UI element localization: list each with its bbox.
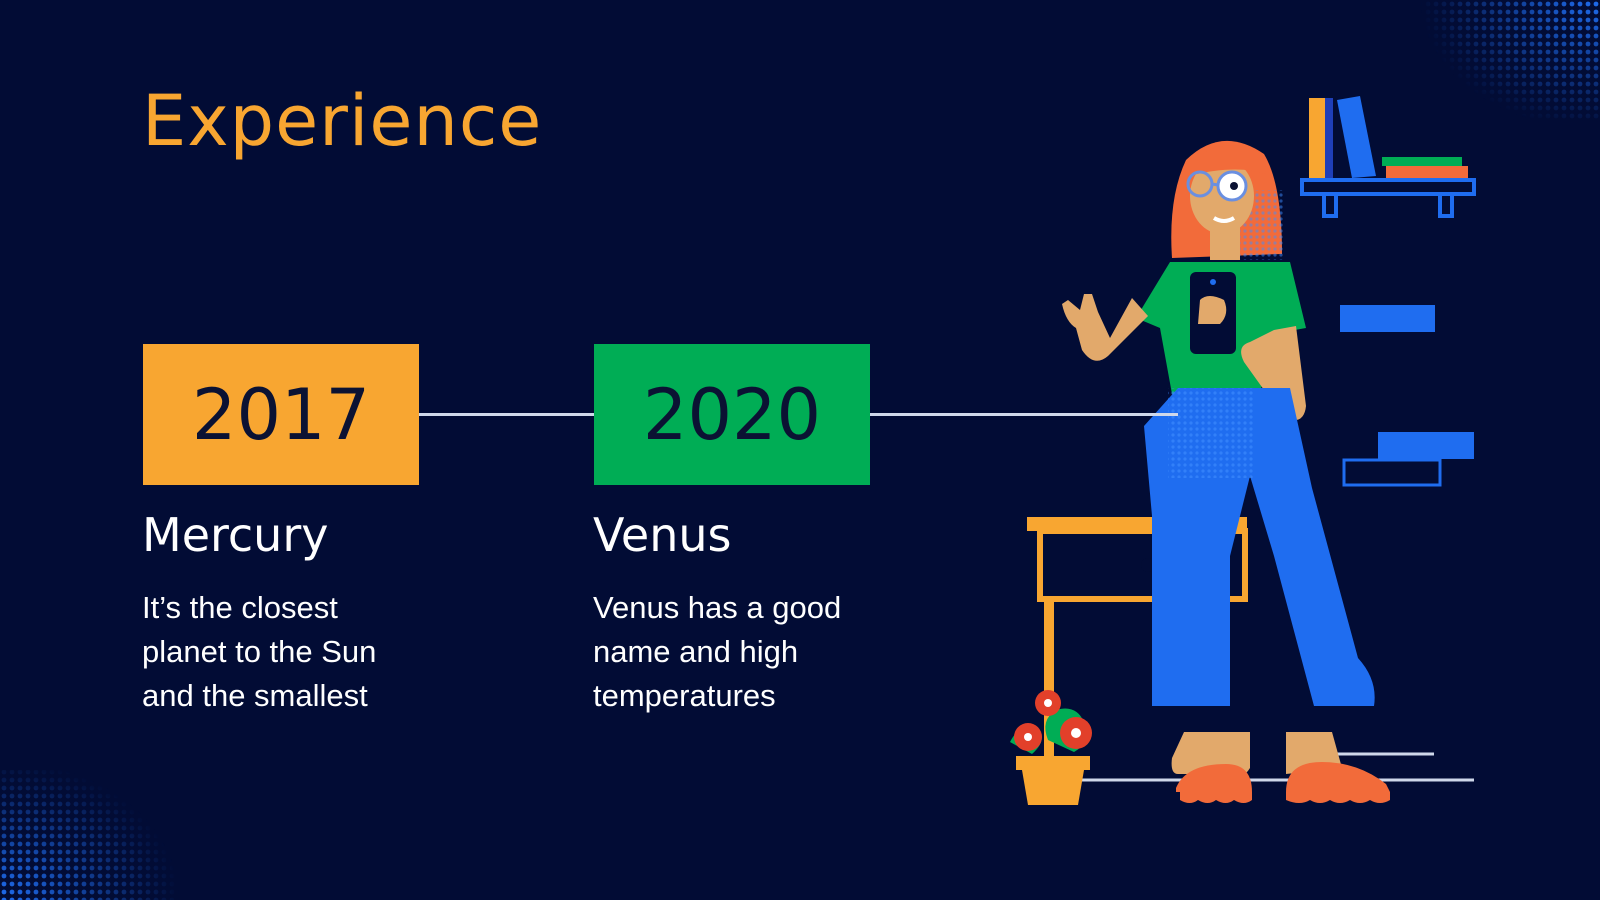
milestone-heading-mercury: Mercury — [142, 508, 329, 562]
wall-blocks — [1340, 305, 1474, 487]
bookshelf — [1300, 96, 1476, 218]
milestone-description-venus: Venus has a good name and high temperatu… — [593, 590, 842, 713]
flower-pot — [1010, 690, 1092, 805]
woman-figure — [1062, 140, 1390, 803]
halftone-dots-bottom-left — [0, 770, 180, 900]
year-badge-2020: 2020 — [594, 344, 870, 485]
milestone-heading-venus: Venus — [593, 508, 732, 562]
year-badge-2017: 2017 — [143, 344, 419, 485]
floor-lines — [1080, 752, 1474, 782]
slide-title: Experience — [142, 80, 543, 162]
halftone-dots-top-right — [1420, 0, 1600, 120]
milestone-description-mercury: It’s the closest planet to the Sun and t… — [142, 590, 377, 713]
